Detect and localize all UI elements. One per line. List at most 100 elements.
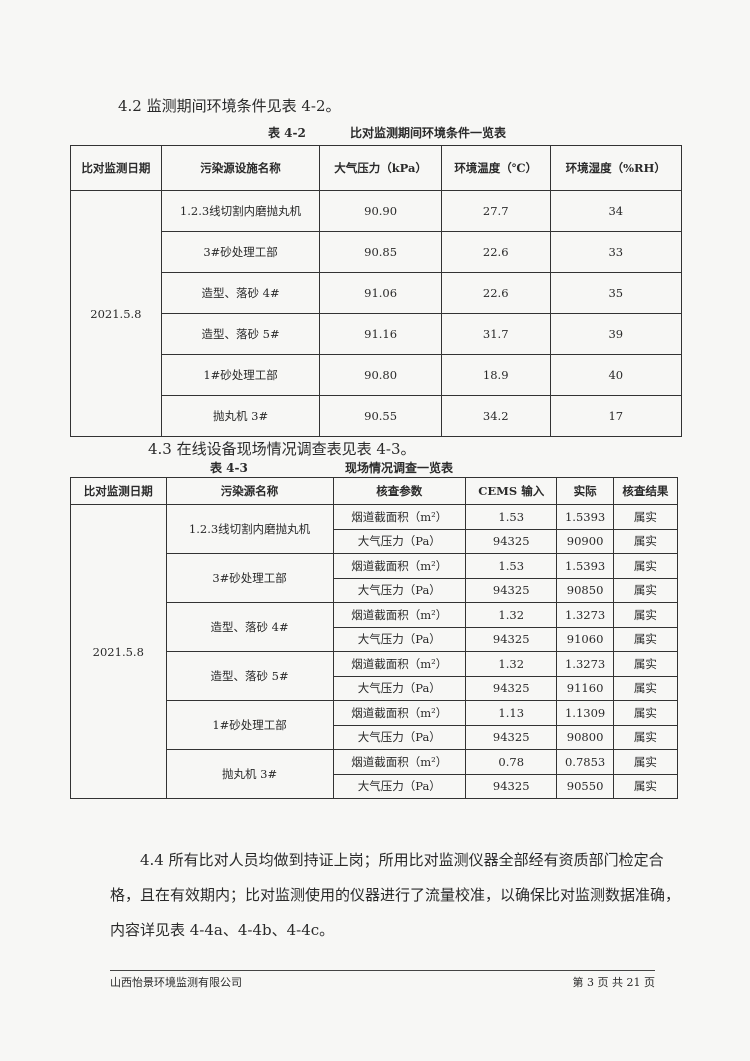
- parameter-cell: 烟道截面积（m²）: [332, 700, 467, 726]
- cems-input-cell: 1.53: [464, 504, 558, 530]
- table-row: 3#砂处理工部 烟道截面积（m²） 1.53 1.5393 属实: [71, 553, 679, 603]
- table-4-3-title: 现场情况调查一览表: [345, 461, 454, 475]
- column-header: CEMS 输入: [464, 477, 558, 505]
- humidity-cell: 34: [549, 190, 683, 232]
- parameter-cell: 大气压力（Pa）: [332, 724, 467, 750]
- name-cell: 抛丸机 3#: [160, 395, 321, 437]
- table-row: 造型、落砂 5# 烟道截面积（m²） 1.32 1.3273 属实: [71, 651, 679, 701]
- cems-input-cell: 94325: [464, 626, 558, 652]
- table-row: 抛丸机 3# 90.55 34.2 17: [71, 395, 683, 437]
- source-name-cell: 1#砂处理工部: [165, 700, 334, 750]
- table-row: 2021.5.8 1.2.3线切割内磨抛丸机 90.90 27.7 34: [70, 190, 683, 437]
- result-cell: 属实: [612, 773, 679, 799]
- cems-input-cell: 1.32: [464, 651, 558, 677]
- cems-input-cell: 94325: [464, 528, 558, 554]
- table-row: 1#砂处理工部 90.80 18.9 40: [71, 354, 683, 396]
- table-4-2-number: 表 4-2: [268, 126, 306, 140]
- table-row: 大气压力（Pa） 94325 91160 属实: [71, 675, 679, 701]
- parameter-cell: 大气压力（Pa）: [332, 626, 467, 652]
- name-cell: 3#砂处理工部: [160, 231, 321, 273]
- actual-cell: 90800: [556, 724, 614, 750]
- parameter-cell: 大气压力（Pa）: [332, 675, 467, 701]
- humidity-cell: 33: [549, 231, 683, 273]
- cems-input-cell: 94325: [464, 773, 558, 799]
- result-cell: 属实: [612, 626, 679, 652]
- actual-cell: 1.3273: [556, 651, 614, 677]
- cems-input-cell: 1.53: [464, 553, 558, 579]
- column-header: 比对监测日期: [70, 477, 167, 505]
- table-row: 造型、落砂 4# 烟道截面积（m²） 1.32 1.3273 属实: [71, 602, 679, 652]
- name-cell: 1.2.3线切割内磨抛丸机: [160, 190, 321, 232]
- footer-page-number: 第 3 页 共 21 页: [572, 976, 655, 989]
- result-cell: 属实: [612, 528, 679, 554]
- section-4-3-heading: 4.3 在线设备现场情况调查表见表 4-3。: [148, 440, 416, 458]
- parameter-cell: 烟道截面积（m²）: [332, 553, 467, 579]
- column-header: 环境湿度（%RH）: [549, 145, 683, 191]
- result-cell: 属实: [612, 504, 679, 530]
- table-row: 3#砂处理工部 90.85 22.6 33: [71, 231, 683, 273]
- cems-input-cell: 1.32: [464, 602, 558, 628]
- table-row: 1#砂处理工部 烟道截面积（m²） 1.13 1.1309 属实: [71, 700, 679, 750]
- section-4-2-heading: 4.2 监测期间环境条件见表 4-2。: [118, 97, 341, 115]
- source-name-cell: 3#砂处理工部: [165, 553, 334, 603]
- pressure-cell: 90.80: [319, 354, 442, 396]
- temp-cell: 27.7: [440, 190, 551, 232]
- actual-cell: 1.1309: [556, 700, 614, 726]
- cems-input-cell: 94325: [464, 724, 558, 750]
- actual-cell: 91060: [556, 626, 614, 652]
- table-row: 大气压力（Pa） 94325 90850 属实: [71, 577, 679, 603]
- parameter-cell: 大气压力（Pa）: [332, 577, 467, 603]
- result-cell: 属实: [612, 553, 679, 579]
- table-row: 2021.5.8 1.2.3线切割内磨抛丸机 烟道截面积（m²） 1.53 1.5393…: [70, 504, 679, 799]
- column-header: 核查参数: [332, 477, 467, 505]
- source-name-cell: 造型、落砂 5#: [165, 651, 334, 701]
- actual-cell: 1.5393: [556, 553, 614, 579]
- source-name-cell: 1.2.3线切割内磨抛丸机: [165, 504, 334, 554]
- source-name-cell: 造型、落砂 4#: [165, 602, 334, 652]
- humidity-cell: 40: [549, 354, 683, 396]
- column-header: 比对监测日期: [70, 145, 162, 191]
- actual-cell: 1.3273: [556, 602, 614, 628]
- actual-cell: 90850: [556, 577, 614, 603]
- table-row: 大气压力（Pa） 94325 91060 属实: [71, 626, 679, 652]
- column-header: 核查结果: [612, 477, 679, 505]
- column-header: 实际: [556, 477, 614, 505]
- temp-cell: 18.9: [440, 354, 551, 396]
- temp-cell: 22.6: [440, 231, 551, 273]
- cems-input-cell: 94325: [464, 577, 558, 603]
- parameter-cell: 烟道截面积（m²）: [332, 602, 467, 628]
- table-row: 造型、落砂 5# 91.16 31.7 39: [71, 313, 683, 355]
- actual-cell: 90900: [556, 528, 614, 554]
- humidity-cell: 39: [549, 313, 683, 355]
- table-4-2-title: 比对监测期间环境条件一览表: [350, 126, 507, 140]
- cems-input-cell: 94325: [464, 675, 558, 701]
- table-4-3-number: 表 4-3: [210, 461, 248, 475]
- column-header: 环境温度（℃）: [440, 145, 551, 191]
- pressure-cell: 90.90: [319, 190, 442, 232]
- table-row: 造型、落砂 4# 91.06 22.6 35: [71, 272, 683, 314]
- column-header: 大气压力（kPa）: [319, 145, 442, 191]
- humidity-cell: 17: [549, 395, 683, 437]
- name-cell: 造型、落砂 4#: [160, 272, 321, 314]
- pressure-cell: 90.55: [319, 395, 442, 437]
- temp-cell: 22.6: [440, 272, 551, 314]
- pressure-cell: 91.16: [319, 313, 442, 355]
- result-cell: 属实: [612, 724, 679, 750]
- table-row: 大气压力（Pa） 94325 90900 属实: [71, 528, 679, 554]
- environment-conditions-table: 比对监测日期 污染源设施名称 大气压力（kPa） 环境温度（℃） 环境湿度（%RH） 2…: [70, 145, 683, 437]
- name-cell: 造型、落砂 5#: [160, 313, 321, 355]
- parameter-cell: 大气压力（Pa）: [332, 773, 467, 799]
- result-cell: 属实: [612, 749, 679, 775]
- actual-cell: 1.5393: [556, 504, 614, 530]
- parameter-cell: 烟道截面积（m²）: [332, 651, 467, 677]
- column-header: 污染源名称: [165, 477, 334, 505]
- result-cell: 属实: [612, 675, 679, 701]
- result-cell: 属实: [612, 651, 679, 677]
- cems-input-cell: 0.78: [464, 749, 558, 775]
- pressure-cell: 90.85: [319, 231, 442, 273]
- footer-company: 山西怡景环境监测有限公司: [110, 976, 242, 989]
- actual-cell: 0.7853: [556, 749, 614, 775]
- cems-input-cell: 1.13: [464, 700, 558, 726]
- table-row: 抛丸机 3# 烟道截面积（m²） 0.78 0.7853 属实: [71, 749, 679, 799]
